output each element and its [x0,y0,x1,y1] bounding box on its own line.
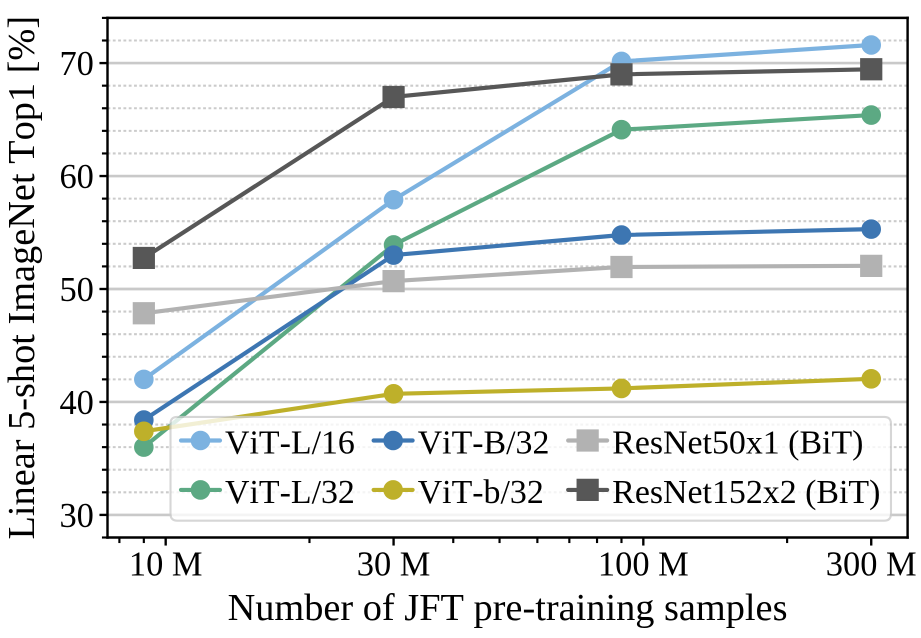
svg-text:50: 50 [59,271,93,309]
svg-text:300 M: 300 M [826,545,917,583]
svg-text:ViT-b/32: ViT-b/32 [418,474,544,511]
svg-text:100 M: 100 M [598,545,689,583]
svg-text:10 M: 10 M [129,545,203,583]
svg-text:40: 40 [59,384,93,422]
svg-text:30: 30 [59,497,93,535]
svg-text:Linear 5-shot ImageNet Top1 [%: Linear 5-shot ImageNet Top1 [%] [1,16,43,540]
svg-text:60: 60 [59,158,93,196]
svg-text:70: 70 [59,45,93,83]
svg-text:30 M: 30 M [357,545,431,583]
svg-text:ViT-L/16: ViT-L/16 [225,425,355,462]
svg-text:Number of JFT pre-training sam: Number of JFT pre-training samples [228,587,788,629]
svg-text:ResNet152x2 (BiT): ResNet152x2 (BiT) [612,474,880,511]
svg-text:ResNet50x1 (BiT): ResNet50x1 (BiT) [612,425,863,462]
svg-text:ViT-L/32: ViT-L/32 [225,474,355,511]
svg-text:ViT-B/32: ViT-B/32 [418,425,550,462]
